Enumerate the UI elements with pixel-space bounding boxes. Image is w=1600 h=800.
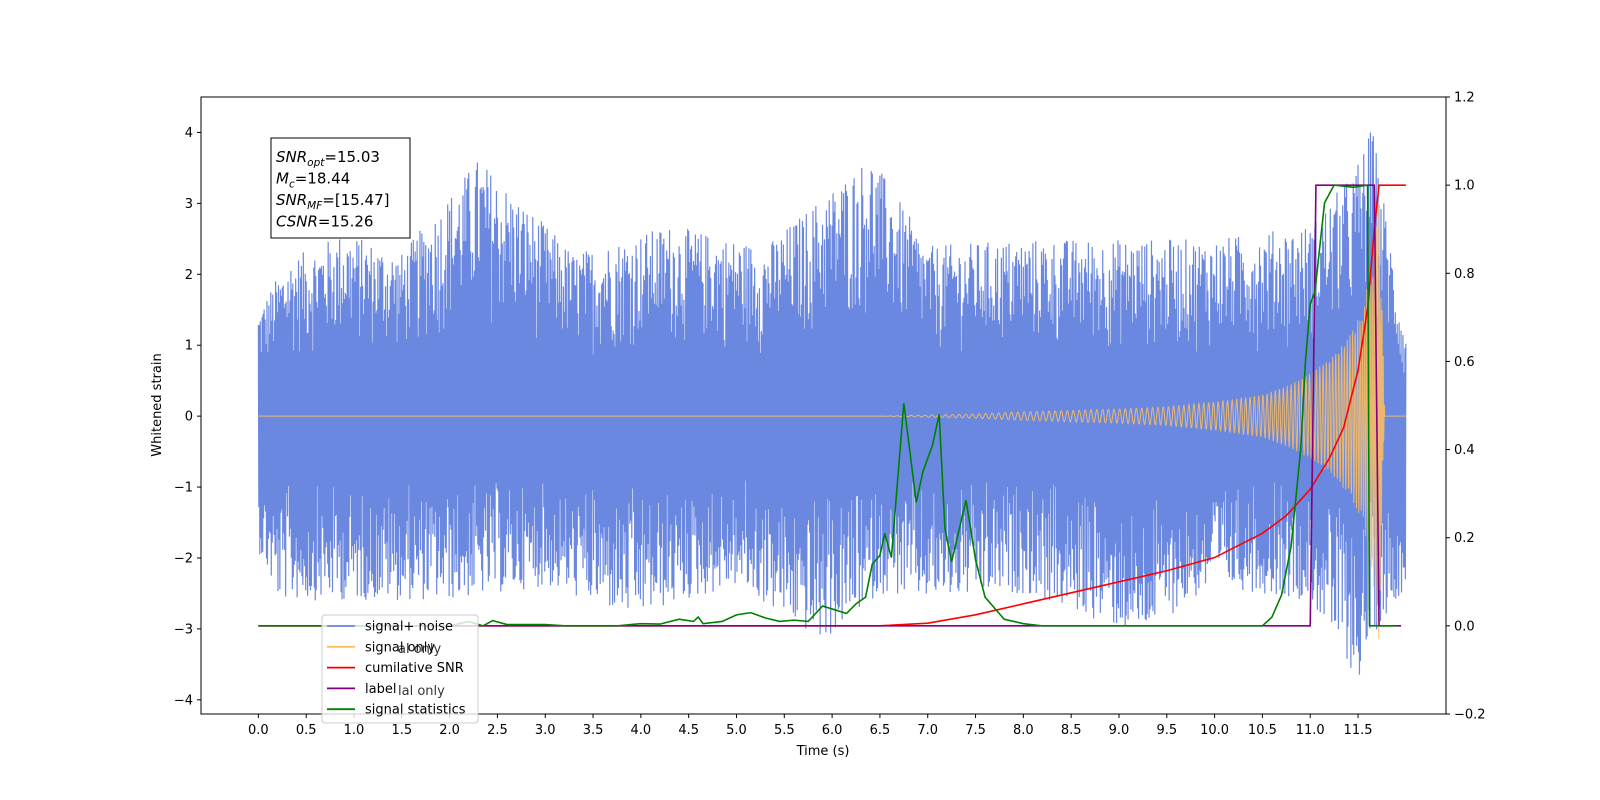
y-tick-label-right: 0.0 xyxy=(1454,619,1475,634)
x-tick-label: 6.5 xyxy=(870,723,891,738)
plot-area xyxy=(257,132,1407,675)
y-tick-label-left: 4 xyxy=(185,126,193,141)
annotation-line: CSNR=15.26 xyxy=(276,213,373,231)
x-tick-label: 10.5 xyxy=(1248,723,1277,738)
y-tick-label-left: 2 xyxy=(185,268,193,283)
y-tick-label-left: 0 xyxy=(185,410,193,425)
legend-overlap-text: lal only xyxy=(398,684,445,699)
x-tick-label: 7.5 xyxy=(965,723,986,738)
series-signal-noise xyxy=(257,132,1407,675)
x-tick-label: 9.5 xyxy=(1156,723,1177,738)
x-tick-label: 8.0 xyxy=(1013,723,1034,738)
y-tick-label-right: 1.2 xyxy=(1454,91,1475,106)
x-tick-label: 11.5 xyxy=(1344,723,1373,738)
x-tick-label: 0.5 xyxy=(296,723,317,738)
annotation-subscript: c xyxy=(289,179,295,191)
x-tick-label: 0.0 xyxy=(248,723,269,738)
y-tick-label-right: 0.4 xyxy=(1454,443,1475,458)
x-tick-label: 1.0 xyxy=(344,723,365,738)
annotation-line: Mc=18.44 xyxy=(276,170,350,191)
x-tick-label: 7.0 xyxy=(917,723,938,738)
annotation-symbol: SNR xyxy=(276,148,307,166)
x-tick-label: 2.5 xyxy=(487,723,508,738)
annotation-line: SNRopt=15.03 xyxy=(276,148,380,169)
stats-annotation-box: SNRopt=15.03Mc=18.44SNRMF=[15.47]CSNR=15… xyxy=(270,137,411,239)
annotation-value: =18.44 xyxy=(295,170,351,188)
x-axis-label: Time (s) xyxy=(796,744,850,759)
x-tick-label: 5.5 xyxy=(774,723,795,738)
annotation-symbol: M xyxy=(276,170,289,188)
y-tick-label-left: −3 xyxy=(174,622,193,637)
annotation-value: =15.03 xyxy=(324,148,380,166)
x-tick-label: 4.5 xyxy=(678,723,699,738)
legend-label: signal+ noise xyxy=(365,620,453,635)
y-tick-label-right: 0.6 xyxy=(1454,355,1475,370)
annotation-subscript: opt xyxy=(307,157,325,169)
y-tick-label-left: −2 xyxy=(174,551,193,566)
x-tick-label: 8.5 xyxy=(1061,723,1082,738)
x-tick-label: 9.0 xyxy=(1109,723,1130,738)
annotation-symbol: SNR xyxy=(276,191,307,209)
annotation-frame xyxy=(270,137,411,239)
y-tick-label-right: 0.2 xyxy=(1454,531,1475,546)
annotation-symbol: CSNR xyxy=(276,213,318,231)
annotation-value: =[15.47] xyxy=(322,191,389,209)
y-tick-label-right: −0.2 xyxy=(1454,708,1486,723)
x-tick-label: 3.0 xyxy=(535,723,556,738)
x-tick-label: 1.5 xyxy=(391,723,412,738)
legend: al only lal only signal+ noise signal only c… xyxy=(321,614,479,724)
x-tick-label: 6.0 xyxy=(822,723,843,738)
annotation-subscript: MF xyxy=(307,200,323,212)
x-tick-label: 3.5 xyxy=(583,723,604,738)
y-axis-label-left: Whitened strain xyxy=(150,353,165,456)
legend-overlap-text: al only xyxy=(398,642,442,657)
x-tick-label: 10.0 xyxy=(1200,723,1229,738)
y-tick-label-left: 1 xyxy=(185,339,193,354)
y-tick-label-left: −1 xyxy=(174,481,193,496)
y-tick-label-left: −4 xyxy=(174,693,193,708)
annotation-line: SNRMF=[15.47] xyxy=(276,191,390,212)
x-tick-label: 5.0 xyxy=(726,723,747,738)
annotation-value: =15.26 xyxy=(318,213,374,231)
x-tick-label: 11.0 xyxy=(1296,723,1325,738)
x-tick-label: 4.0 xyxy=(631,723,652,738)
series-cumilative-snr xyxy=(258,184,1406,627)
y-tick-label-left: 3 xyxy=(185,197,193,212)
axes: 0.0 0.5 1.0 1.5 2.0 2.5 3.0 3.5 4.0 4.5 5.0 5.5 6.0 6… xyxy=(174,91,1486,739)
x-tick-label: 2.0 xyxy=(439,723,460,738)
y-tick-label-right: 1.0 xyxy=(1454,179,1475,194)
legend-label: signal statistics xyxy=(365,703,466,718)
plot-frame xyxy=(200,96,1447,715)
series-signal-only xyxy=(258,201,1406,639)
y-tick-label-right: 0.8 xyxy=(1454,267,1475,282)
legend-label: signal only xyxy=(365,640,435,655)
series-signal-statistics xyxy=(258,184,1397,627)
legend-label: label xyxy=(365,682,396,697)
legend-label: cumilative SNR xyxy=(365,661,464,676)
legend-frame xyxy=(321,614,479,724)
